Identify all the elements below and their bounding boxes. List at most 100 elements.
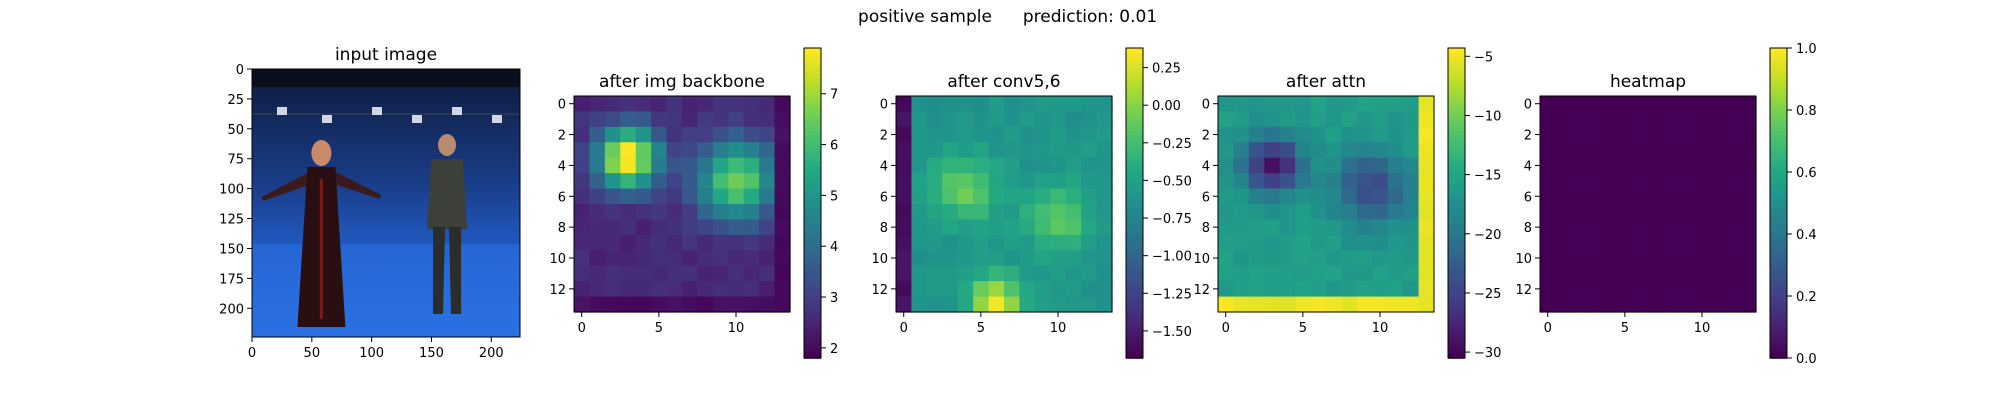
heatmap-cell — [1678, 265, 1695, 282]
heatmap-cell — [712, 111, 729, 128]
colorbar-step — [804, 99, 821, 106]
heatmap-cell — [1310, 281, 1327, 298]
heatmap-cell — [651, 250, 668, 267]
heatmap-cell — [1632, 204, 1649, 221]
heatmap-cell — [1694, 281, 1711, 298]
heatmap-cell — [682, 204, 699, 221]
heatmap-cell — [712, 234, 729, 251]
heatmap-cell — [1725, 281, 1742, 298]
heatmap-cell — [1248, 250, 1265, 267]
colorbar-step — [1126, 161, 1143, 168]
heatmap-cell — [620, 281, 637, 298]
colorbar-frame — [1769, 47, 1788, 359]
heatmap-cell — [1601, 111, 1618, 128]
colorbar-step — [804, 203, 821, 209]
heatmap-cell — [574, 250, 591, 267]
heatmap-cell — [926, 173, 943, 190]
colorbar-step — [1448, 244, 1465, 251]
heatmap-cell — [1034, 265, 1051, 282]
heatmap-cell — [1678, 234, 1695, 251]
heatmap-cell — [926, 234, 943, 251]
colorbar-frame — [1125, 47, 1144, 359]
heatmap-cell — [1326, 281, 1343, 298]
heatmap-cell — [1096, 281, 1113, 298]
heatmap-cell — [1279, 188, 1296, 205]
heatmap-cell — [1218, 281, 1235, 298]
heatmap-cell — [1233, 219, 1250, 236]
colorbar-step — [1126, 130, 1143, 137]
heatmap-cell — [589, 234, 606, 251]
heatmap-cell — [1540, 111, 1557, 128]
heatmap-cell — [1019, 188, 1036, 205]
heatmap-cell — [1663, 188, 1680, 205]
heatmap-cell — [1019, 157, 1036, 174]
heatmap-cell — [1648, 219, 1665, 236]
woman-head — [311, 140, 332, 166]
ytick-label: 2 — [880, 129, 888, 144]
heatmap-cell — [1341, 188, 1358, 205]
heatmap-cell — [1233, 157, 1250, 174]
heatmap-cell — [666, 126, 683, 143]
heatmap-cell — [604, 281, 621, 298]
heatmap-cell — [896, 219, 913, 236]
heatmap-cell — [1004, 96, 1021, 113]
heatmap-cell — [1081, 157, 1098, 174]
heatmap-cell — [1403, 96, 1420, 113]
heatmap-cell — [1019, 126, 1036, 143]
colorbar-step — [1448, 79, 1465, 85]
heatmap-cell — [1034, 204, 1051, 221]
heatmap-cell — [1065, 265, 1082, 282]
colorbar-step — [804, 301, 821, 308]
heatmap-cell — [1326, 157, 1343, 174]
heatmap-cell — [774, 173, 791, 190]
heatmap-cell — [697, 126, 714, 143]
heatmap-cell — [774, 219, 791, 236]
heatmap-cell — [1570, 157, 1587, 174]
heatmap-cell — [1372, 265, 1389, 282]
colorbar-step — [1770, 213, 1787, 220]
heatmap-cell — [697, 219, 714, 236]
colorbar-step — [1126, 296, 1143, 302]
colorbar-step — [1448, 187, 1465, 194]
heatmap-cell — [911, 126, 928, 143]
colorbar-tick-label: −5 — [1474, 50, 1493, 65]
heatmap-cell — [574, 204, 591, 221]
heatmap-cell — [1540, 173, 1557, 190]
heatmap-cell — [1372, 234, 1389, 251]
colorbar-step — [1126, 285, 1143, 292]
heatmap-cell — [635, 204, 652, 221]
heatmap-cell — [1403, 265, 1420, 282]
heatmap-cell — [712, 204, 729, 221]
heatmap-cell — [682, 219, 699, 236]
heatmap-cell — [896, 96, 913, 113]
heatmap-cell — [728, 219, 745, 236]
heatmap-cell — [712, 126, 729, 143]
heatmap-cell — [1555, 157, 1572, 174]
heatmap-cell — [1004, 219, 1021, 236]
heatmap-cell — [1264, 281, 1281, 298]
heatmap-cell — [1586, 281, 1603, 298]
heatmap-cell — [926, 265, 943, 282]
heatmap-cell — [1617, 173, 1634, 190]
heatmap-cell — [1601, 265, 1618, 282]
heatmap-cell — [1632, 111, 1649, 128]
heatmap-cell — [1034, 296, 1051, 313]
heatmap-cell — [1356, 173, 1373, 190]
heatmap-cell — [942, 111, 959, 128]
rig-light — [277, 107, 287, 115]
ytick-label: 0 — [1524, 98, 1532, 113]
ytick-label: 4 — [880, 159, 888, 174]
heatmap-cell — [774, 265, 791, 282]
heatmap-cell — [620, 234, 637, 251]
heatmap-cell — [1050, 281, 1067, 298]
heatmap-cell — [1004, 173, 1021, 190]
heatmap-cell — [1617, 265, 1634, 282]
heatmap-cell — [973, 250, 990, 267]
heatmap-cell — [1403, 111, 1420, 128]
heatmap-cell — [1387, 188, 1404, 205]
heatmap-cell — [896, 126, 913, 143]
heatmap-cell — [1694, 296, 1711, 313]
heatmap-cell — [666, 219, 683, 236]
heatmap-cell — [759, 142, 776, 159]
heatmap-cell — [743, 173, 760, 190]
